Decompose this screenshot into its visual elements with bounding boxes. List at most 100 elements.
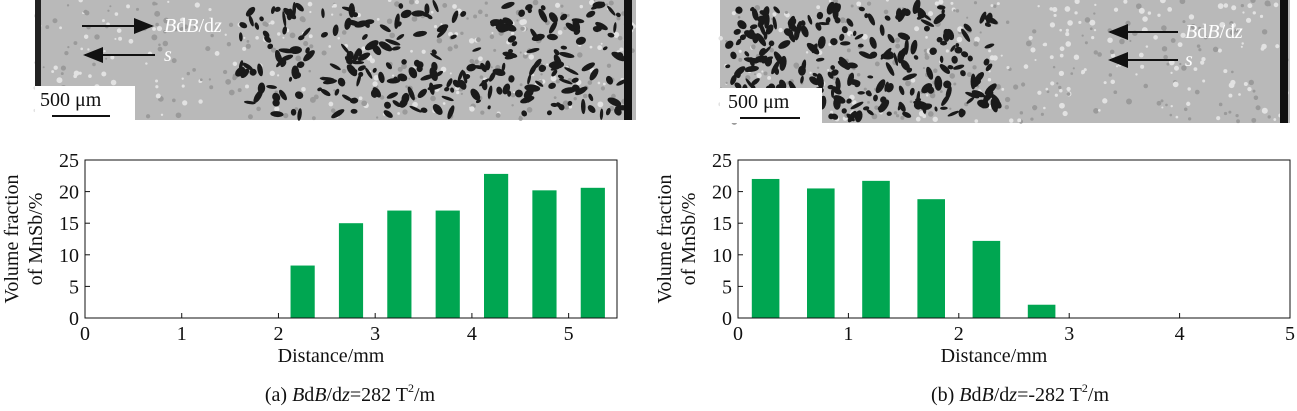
speck xyxy=(1143,83,1149,89)
blob xyxy=(279,89,287,101)
blob xyxy=(504,54,516,60)
speck xyxy=(1160,99,1164,103)
blob xyxy=(372,67,377,73)
speck xyxy=(973,1,978,5)
speck xyxy=(1115,65,1119,68)
blob xyxy=(895,13,903,20)
speck xyxy=(1023,64,1029,69)
blob xyxy=(507,90,512,97)
blob xyxy=(830,88,835,98)
blob xyxy=(243,100,256,105)
speck xyxy=(361,100,368,107)
speck xyxy=(308,69,311,73)
blob xyxy=(858,6,865,12)
blob xyxy=(865,90,872,97)
blob xyxy=(787,29,796,43)
blob xyxy=(923,25,930,32)
caption: (b) BdB/dz=-282 T2/m xyxy=(931,381,1109,406)
blob xyxy=(736,39,742,46)
speck xyxy=(540,73,543,76)
speck xyxy=(1009,118,1014,123)
speck xyxy=(606,63,612,68)
speck xyxy=(933,68,938,73)
speck xyxy=(1117,62,1122,67)
speck xyxy=(805,51,809,54)
speck xyxy=(361,46,366,51)
blob xyxy=(413,59,421,67)
speck xyxy=(928,11,934,17)
blob xyxy=(460,10,467,17)
speck xyxy=(1093,108,1099,114)
speck xyxy=(339,13,343,17)
blob xyxy=(282,26,288,35)
blob xyxy=(790,24,797,32)
speck xyxy=(738,49,742,53)
blob xyxy=(430,53,442,61)
speck xyxy=(568,105,573,109)
blob xyxy=(857,43,864,48)
t: B xyxy=(314,384,326,406)
blob xyxy=(495,23,511,32)
blob xyxy=(548,20,558,34)
blob xyxy=(270,6,276,15)
blob xyxy=(266,84,278,89)
speck xyxy=(753,73,757,76)
blob xyxy=(431,61,438,72)
speck xyxy=(577,52,583,58)
blob xyxy=(886,111,892,116)
blob xyxy=(934,106,938,112)
blob xyxy=(320,31,328,38)
blob xyxy=(586,10,596,18)
speck xyxy=(573,96,577,101)
y-tick-label: 5 xyxy=(722,276,732,298)
blob xyxy=(943,28,951,38)
speck xyxy=(1053,13,1057,18)
speck xyxy=(1083,68,1087,72)
blob xyxy=(947,110,959,117)
t: d xyxy=(304,384,314,406)
speck xyxy=(155,93,161,99)
speck xyxy=(194,2,200,8)
blob xyxy=(725,40,734,49)
blob xyxy=(303,50,315,62)
speck xyxy=(73,70,80,76)
blob xyxy=(831,86,842,95)
blob xyxy=(487,105,491,110)
speck xyxy=(1074,11,1078,15)
blob xyxy=(990,98,998,113)
blob xyxy=(812,72,818,77)
speck xyxy=(277,32,281,36)
speck xyxy=(1058,85,1062,90)
speck xyxy=(1052,65,1056,69)
blob xyxy=(920,19,935,27)
speck xyxy=(468,38,475,44)
y-axis-label: Volume fraction xyxy=(654,174,676,303)
speck xyxy=(255,36,259,40)
blob xyxy=(605,75,614,85)
blob xyxy=(274,6,281,12)
t: d xyxy=(972,384,982,406)
speck xyxy=(1028,35,1033,40)
blob xyxy=(847,110,857,123)
speck xyxy=(430,10,434,14)
speck xyxy=(1264,0,1271,7)
speck xyxy=(1248,79,1254,86)
speck xyxy=(996,2,1000,6)
speck xyxy=(1070,72,1074,75)
speck xyxy=(1072,67,1075,70)
t: B xyxy=(292,384,304,406)
speck xyxy=(307,1,313,7)
blob xyxy=(546,33,558,41)
speck xyxy=(1198,26,1202,30)
speck xyxy=(850,34,853,37)
speck xyxy=(1097,108,1101,112)
speck xyxy=(59,26,62,30)
blob xyxy=(559,52,575,58)
speck xyxy=(579,4,584,9)
speck xyxy=(282,36,285,39)
speck xyxy=(208,78,212,81)
speck xyxy=(621,99,625,103)
bar xyxy=(1027,304,1056,318)
speck xyxy=(433,25,438,29)
blob xyxy=(257,82,266,94)
